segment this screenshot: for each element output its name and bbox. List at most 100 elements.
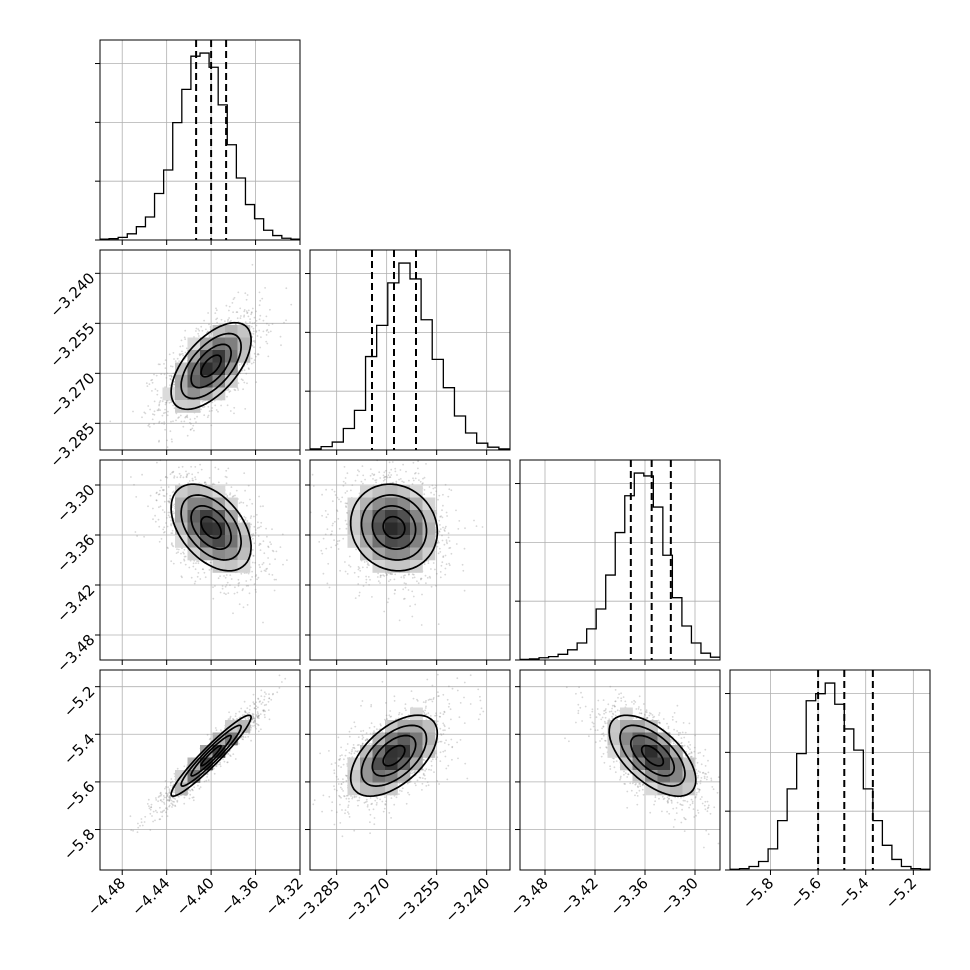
scatter-point [448, 488, 451, 491]
scatter-point [217, 481, 220, 484]
scatter-point [170, 560, 173, 563]
scatter-point [365, 575, 367, 578]
scatter-point [255, 310, 257, 313]
scatter-point [237, 582, 240, 585]
scatter-point [379, 477, 382, 479]
scatter-point [172, 372, 175, 375]
scatter-point [436, 545, 439, 548]
scatter-point [271, 528, 273, 531]
scatter-point [271, 323, 274, 325]
scatter-point [228, 711, 231, 714]
panel-2-1 [305, 459, 511, 665]
scatter-point [163, 423, 166, 425]
scatter-point [432, 487, 435, 490]
scatter-point [180, 552, 182, 555]
scatter-point [232, 495, 235, 497]
density-cell [237, 547, 251, 561]
scatter-point [435, 484, 438, 487]
scatter-point [158, 422, 160, 424]
scatter-point [212, 586, 214, 589]
scatter-point [254, 341, 256, 344]
scatter-point [215, 309, 218, 312]
scatter-point [285, 319, 287, 322]
scatter-point [258, 526, 261, 529]
scatter-point [340, 500, 342, 503]
scatter-point [259, 566, 261, 569]
scatter-point [183, 552, 185, 555]
scatter-point [221, 587, 224, 590]
scatter-point [425, 463, 427, 465]
scatter-point [210, 424, 213, 427]
scatter-point [204, 481, 207, 484]
scatter-point [244, 408, 247, 410]
scatter-point [154, 388, 157, 390]
scatter-point [439, 571, 442, 573]
scatter-point [246, 382, 248, 385]
scatter-point [332, 522, 334, 525]
scatter-point [246, 520, 249, 522]
scatter-point [164, 359, 167, 361]
scatter-point [342, 484, 345, 487]
scatter-point [423, 563, 426, 565]
scatter-point [153, 400, 156, 403]
scatter-point [408, 479, 410, 482]
scatter-point [172, 510, 174, 513]
scatter-point [395, 480, 398, 483]
contour-1 [190, 504, 232, 551]
scatter-point [243, 700, 246, 703]
scatter-point [175, 419, 177, 422]
scatter-point [398, 478, 400, 481]
scatter-point [243, 381, 246, 384]
scatter-point [265, 693, 267, 695]
scatter-point [238, 520, 241, 523]
scatter-point [254, 588, 257, 591]
scatter-point [358, 594, 361, 597]
scatter-point [167, 486, 170, 488]
scatter-point [229, 493, 231, 496]
scatter-point [180, 339, 183, 342]
scatter-point [262, 330, 265, 333]
scatter-point [210, 561, 212, 564]
scatter-point [238, 710, 241, 713]
scatter-point [196, 560, 199, 563]
scatter-point [165, 377, 168, 379]
scatter-point [258, 329, 261, 332]
scatter-point [435, 572, 438, 575]
scatter-point [250, 533, 253, 536]
scatter-point [430, 491, 432, 494]
scatter-point [203, 481, 206, 484]
scatter-point [256, 353, 259, 356]
scatter-point [435, 584, 437, 587]
scatter-point [200, 325, 203, 328]
scatter-point [165, 522, 167, 524]
scatter-point [326, 528, 329, 531]
scatter-point [394, 467, 397, 470]
scatter-point [188, 797, 191, 800]
scatter-point [246, 311, 249, 314]
scatter-point [320, 549, 323, 552]
scatter-point [178, 416, 180, 419]
density-cell [385, 522, 398, 536]
scatter-point [364, 478, 366, 481]
scatter-point [224, 320, 226, 323]
scatter-point [197, 328, 200, 330]
scatter-point [225, 493, 227, 496]
scatter-point [167, 500, 170, 503]
scatter-point [225, 584, 228, 586]
scatter-point [430, 568, 432, 570]
scatter-point [455, 509, 457, 512]
scatter-point [252, 693, 255, 696]
scatter-point [213, 772, 216, 775]
density-cell [237, 325, 251, 338]
scatter-point [211, 401, 214, 404]
scatter-point [266, 342, 269, 345]
scatter-point [171, 806, 173, 808]
panel-frame [309, 249, 511, 451]
scatter-point [184, 415, 187, 418]
scatter-point [273, 578, 276, 581]
scatter-point [266, 322, 268, 325]
scatter-point [214, 466, 217, 469]
scatter-point [338, 539, 341, 542]
scatter-point [250, 311, 253, 314]
scatter-point [168, 374, 171, 377]
